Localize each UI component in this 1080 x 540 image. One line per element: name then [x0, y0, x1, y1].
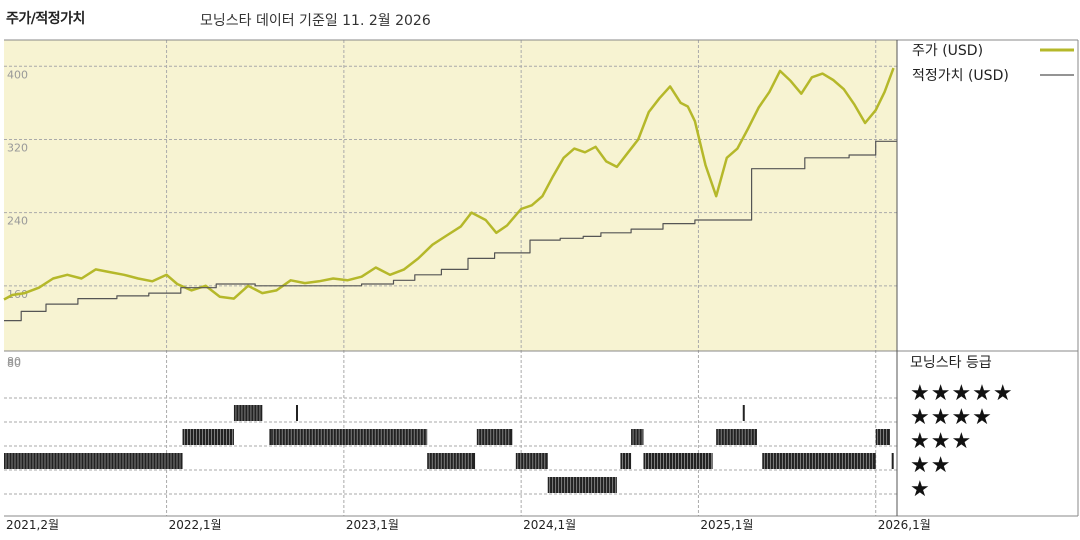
y-tick-label: 80	[7, 355, 21, 368]
x-tick-label: 2025,1월	[700, 518, 753, 532]
rating-bar	[182, 429, 234, 445]
rating-bar	[547, 477, 617, 493]
series-lines	[3, 67, 897, 322]
rating-bar	[295, 405, 298, 421]
rating-bar	[4, 453, 183, 469]
x-tick-label: 2021,2월	[6, 518, 59, 532]
rating-bar-fill	[762, 453, 876, 469]
rating-y-label: 80	[7, 357, 21, 370]
x-tick-label: 2022,1월	[169, 518, 222, 532]
price-series-line	[3, 67, 895, 301]
x-tick-label: 2023,1월	[346, 518, 399, 532]
rating-bar	[742, 405, 745, 421]
y-tick-label: 400	[7, 68, 28, 81]
rating-bar	[271, 429, 428, 445]
price-panel-fill	[4, 40, 897, 351]
y-tick-label: 240	[7, 215, 28, 228]
rating-bar	[643, 453, 713, 469]
fair-value-series-line	[4, 140, 897, 322]
rating-bar-fill	[875, 429, 890, 445]
rating-bar-fill	[271, 429, 428, 445]
chart-frame	[4, 39, 1079, 517]
rating-row-stars: ★★★★	[910, 405, 993, 430]
x-axis-ticks: 2021,2월 2022,1월 2023,1월 2024,1월 2025,1월 2026,…	[6, 518, 931, 532]
y-tick-label: 320	[7, 141, 28, 154]
rating-row-stars: ★★★	[910, 429, 972, 454]
price-panel-background	[4, 40, 897, 351]
rating-bar-fill	[716, 429, 757, 445]
rating-bar	[476, 429, 513, 445]
rating-row-stars: ★	[910, 477, 931, 502]
chart-title: 주가/적정가치	[6, 11, 85, 27]
rating-bar-fill	[891, 453, 894, 469]
legend: 주가 (USD)적정가치 (USD)모닝스타 등급★★★★★★★★★★★★★★★	[910, 43, 1074, 502]
x-tick-label: 2026,1월	[878, 518, 931, 532]
rating-bar	[233, 405, 263, 421]
rating-bar	[515, 453, 548, 469]
rating-bar-fill	[620, 453, 632, 469]
rating-bar	[762, 453, 876, 469]
rating-bar	[631, 429, 644, 445]
rating-title: 모닝스타 등급	[910, 355, 992, 371]
rating-bar	[427, 453, 476, 469]
rating-bar-fill	[427, 453, 476, 469]
rating-row-stars: ★★★★★	[910, 381, 1014, 406]
legend-fair-value-label: 적정가치 (USD)	[912, 68, 1009, 84]
rating-panel: 80	[4, 357, 897, 495]
rating-bar	[875, 429, 890, 445]
rating-bar	[716, 429, 757, 445]
rating-bar	[620, 453, 632, 469]
data-date-label: 모닝스타 데이터 기준일 11. 2월 2026	[200, 13, 431, 29]
rating-bar-fill	[476, 429, 513, 445]
rating-bar	[891, 453, 894, 469]
rating-bar-fill	[742, 405, 745, 421]
x-tick-label: 2024,1월	[523, 518, 576, 532]
rating-bar-fill	[631, 429, 644, 445]
rating-row-stars: ★★	[910, 453, 951, 478]
legend-price-label: 주가 (USD)	[912, 43, 983, 59]
rating-bar-fill	[295, 405, 298, 421]
